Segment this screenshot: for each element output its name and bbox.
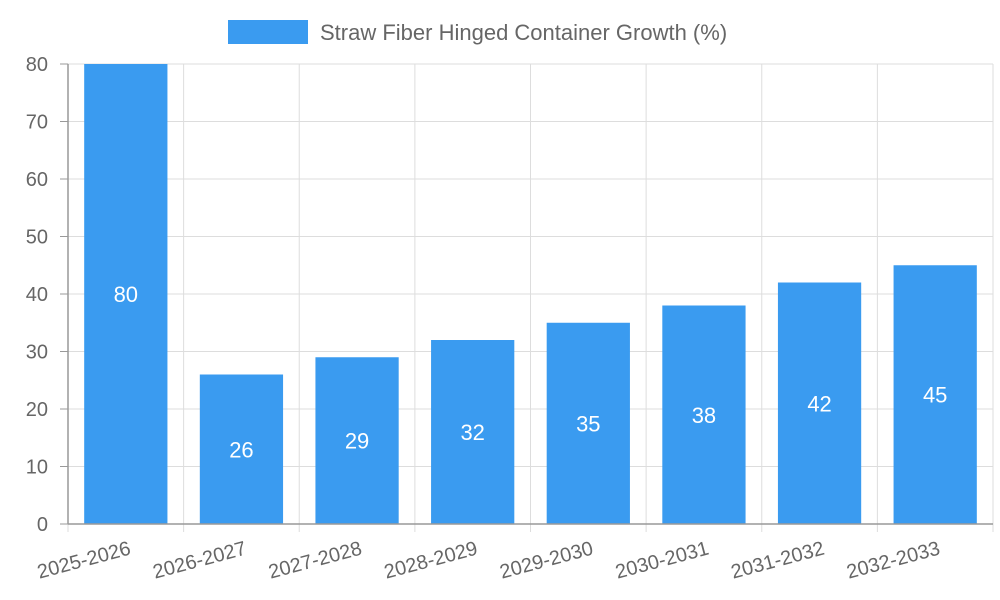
y-tick-label: 30 <box>26 342 48 364</box>
bar-value-label: 38 <box>692 403 716 428</box>
legend-swatch <box>228 20 308 44</box>
bar[interactable] <box>893 265 977 524</box>
x-tick-label: 2027-2028 <box>266 538 364 584</box>
bar[interactable] <box>84 64 168 524</box>
bar[interactable] <box>315 357 399 524</box>
bar[interactable] <box>662 305 746 525</box>
bar-value-label: 45 <box>923 383 947 408</box>
x-tick-label: 2032-2033 <box>844 538 942 584</box>
bar[interactable] <box>431 340 515 524</box>
x-tick-label: 2028-2029 <box>382 538 480 584</box>
legend[interactable]: Straw Fiber Hinged Container Growth (%) <box>228 20 727 45</box>
x-tick-label: 2026-2027 <box>151 538 249 584</box>
x-tick-label: 2025-2026 <box>35 538 133 584</box>
y-tick-label: 60 <box>26 169 48 191</box>
bar[interactable] <box>199 374 284 525</box>
bar-value-label: 26 <box>229 437 253 462</box>
x-tick-label: 2029-2030 <box>498 538 596 584</box>
y-tick-label: 0 <box>37 514 48 536</box>
legend-label: Straw Fiber Hinged Container Growth (%) <box>320 20 727 45</box>
bar-value-label: 80 <box>114 282 138 307</box>
bar-value-label: 29 <box>345 429 369 454</box>
bar-value-label: 35 <box>576 411 600 436</box>
bar-value-label: 42 <box>807 391 831 416</box>
y-tick-label: 40 <box>26 284 48 306</box>
data-labels-layer: 80 26 29 32 35 38 42 45 <box>114 282 948 462</box>
bars-layer <box>84 64 977 524</box>
x-tick-label: 2030-2031 <box>613 538 711 584</box>
y-tick-label: 70 <box>26 112 48 134</box>
x-tick-label: 2031-2032 <box>729 538 827 584</box>
y-tick-label: 50 <box>26 227 48 249</box>
y-tick-label: 20 <box>26 399 48 421</box>
grid-layer <box>67 63 994 532</box>
y-tick-label: 10 <box>26 457 48 479</box>
bar-value-label: 32 <box>460 420 484 445</box>
bar[interactable] <box>546 322 630 524</box>
y-tick-label: 80 <box>26 54 48 76</box>
bar[interactable] <box>777 282 862 525</box>
